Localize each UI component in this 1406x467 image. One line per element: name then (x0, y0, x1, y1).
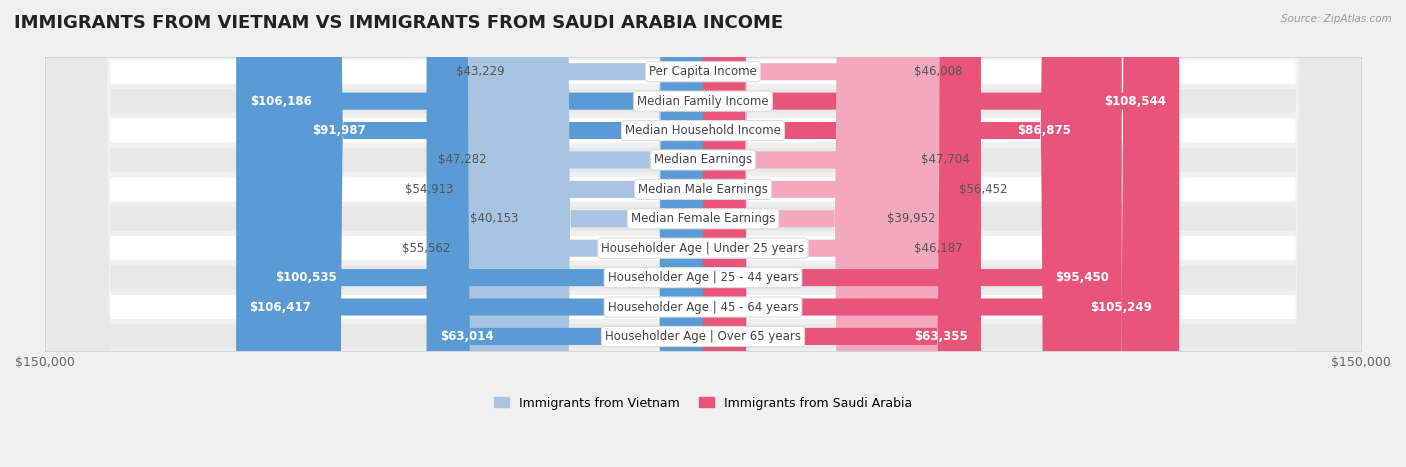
Text: $56,452: $56,452 (959, 183, 1008, 196)
FancyBboxPatch shape (45, 0, 1361, 467)
FancyBboxPatch shape (703, 0, 912, 467)
FancyBboxPatch shape (495, 0, 703, 467)
FancyBboxPatch shape (527, 0, 703, 467)
Text: $39,952: $39,952 (887, 212, 935, 225)
FancyBboxPatch shape (703, 0, 981, 467)
Text: Householder Age | Over 65 years: Householder Age | Over 65 years (605, 330, 801, 343)
Text: $47,282: $47,282 (439, 154, 486, 166)
FancyBboxPatch shape (513, 0, 703, 467)
Text: Per Capita Income: Per Capita Income (650, 65, 756, 78)
Text: Median Earnings: Median Earnings (654, 154, 752, 166)
Text: $91,987: $91,987 (312, 124, 367, 137)
Text: $40,153: $40,153 (470, 212, 517, 225)
FancyBboxPatch shape (426, 0, 703, 467)
Text: Householder Age | 45 - 64 years: Householder Age | 45 - 64 years (607, 300, 799, 313)
Text: $108,544: $108,544 (1104, 95, 1166, 108)
Text: $100,535: $100,535 (276, 271, 337, 284)
Text: IMMIGRANTS FROM VIETNAM VS IMMIGRANTS FROM SAUDI ARABIA INCOME: IMMIGRANTS FROM VIETNAM VS IMMIGRANTS FR… (14, 14, 783, 32)
FancyBboxPatch shape (703, 0, 905, 467)
Text: $55,562: $55,562 (402, 242, 450, 255)
Text: $86,875: $86,875 (1017, 124, 1071, 137)
FancyBboxPatch shape (45, 0, 1361, 467)
Text: $63,355: $63,355 (914, 330, 967, 343)
FancyBboxPatch shape (45, 0, 1361, 467)
Text: Median Female Earnings: Median Female Earnings (631, 212, 775, 225)
Text: $47,704: $47,704 (921, 154, 970, 166)
Legend: Immigrants from Vietnam, Immigrants from Saudi Arabia: Immigrants from Vietnam, Immigrants from… (494, 396, 912, 410)
FancyBboxPatch shape (703, 0, 1084, 467)
FancyBboxPatch shape (703, 0, 1180, 467)
Text: Householder Age | 25 - 44 years: Householder Age | 25 - 44 years (607, 271, 799, 284)
Text: $63,014: $63,014 (440, 330, 494, 343)
FancyBboxPatch shape (45, 0, 1361, 467)
FancyBboxPatch shape (238, 0, 703, 467)
Text: $46,008: $46,008 (914, 65, 962, 78)
Text: $106,186: $106,186 (250, 95, 312, 108)
FancyBboxPatch shape (262, 0, 703, 467)
Text: $54,913: $54,913 (405, 183, 453, 196)
Text: Median Family Income: Median Family Income (637, 95, 769, 108)
FancyBboxPatch shape (703, 0, 1164, 467)
FancyBboxPatch shape (703, 0, 950, 467)
Text: $106,417: $106,417 (249, 300, 311, 313)
FancyBboxPatch shape (703, 0, 1122, 467)
Text: Median Male Earnings: Median Male Earnings (638, 183, 768, 196)
FancyBboxPatch shape (703, 0, 879, 467)
Text: $43,229: $43,229 (456, 65, 505, 78)
Text: $46,187: $46,187 (914, 242, 963, 255)
FancyBboxPatch shape (460, 0, 703, 467)
Text: $95,450: $95,450 (1054, 271, 1108, 284)
FancyBboxPatch shape (45, 0, 1361, 467)
FancyBboxPatch shape (45, 0, 1361, 467)
FancyBboxPatch shape (463, 0, 703, 467)
Text: Source: ZipAtlas.com: Source: ZipAtlas.com (1281, 14, 1392, 24)
FancyBboxPatch shape (236, 0, 703, 467)
Text: $105,249: $105,249 (1090, 300, 1152, 313)
FancyBboxPatch shape (45, 0, 1361, 467)
Text: Median Household Income: Median Household Income (626, 124, 780, 137)
FancyBboxPatch shape (45, 0, 1361, 467)
FancyBboxPatch shape (299, 0, 703, 467)
FancyBboxPatch shape (45, 0, 1361, 467)
Text: Householder Age | Under 25 years: Householder Age | Under 25 years (602, 242, 804, 255)
FancyBboxPatch shape (703, 0, 905, 467)
FancyBboxPatch shape (45, 0, 1361, 467)
